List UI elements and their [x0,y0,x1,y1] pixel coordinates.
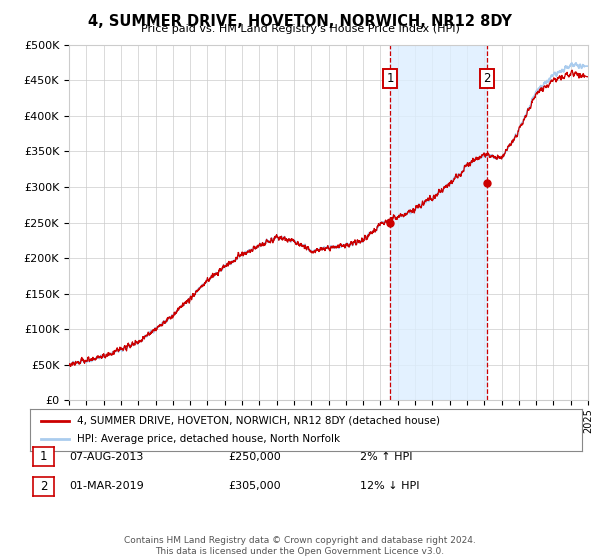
Text: 4, SUMMER DRIVE, HOVETON, NORWICH, NR12 8DY (detached house): 4, SUMMER DRIVE, HOVETON, NORWICH, NR12 … [77,416,440,426]
Text: HPI: Average price, detached house, North Norfolk: HPI: Average price, detached house, Nort… [77,434,340,444]
Text: 2: 2 [40,479,47,493]
Text: 07-AUG-2013: 07-AUG-2013 [69,452,143,462]
Text: £305,000: £305,000 [228,481,281,491]
Text: 2% ↑ HPI: 2% ↑ HPI [360,452,413,462]
Text: 1: 1 [40,450,47,464]
Text: Contains HM Land Registry data © Crown copyright and database right 2024.
This d: Contains HM Land Registry data © Crown c… [124,536,476,556]
Text: 1: 1 [386,72,394,85]
Text: 12% ↓ HPI: 12% ↓ HPI [360,481,419,491]
Bar [391,45,487,400]
Text: 01-MAR-2019: 01-MAR-2019 [69,481,144,491]
Text: Price paid vs. HM Land Registry's House Price Index (HPI): Price paid vs. HM Land Registry's House … [140,24,460,34]
Text: £250,000: £250,000 [228,452,281,462]
Text: 4, SUMMER DRIVE, HOVETON, NORWICH, NR12 8DY: 4, SUMMER DRIVE, HOVETON, NORWICH, NR12 … [88,14,512,29]
Text: 2: 2 [484,72,491,85]
